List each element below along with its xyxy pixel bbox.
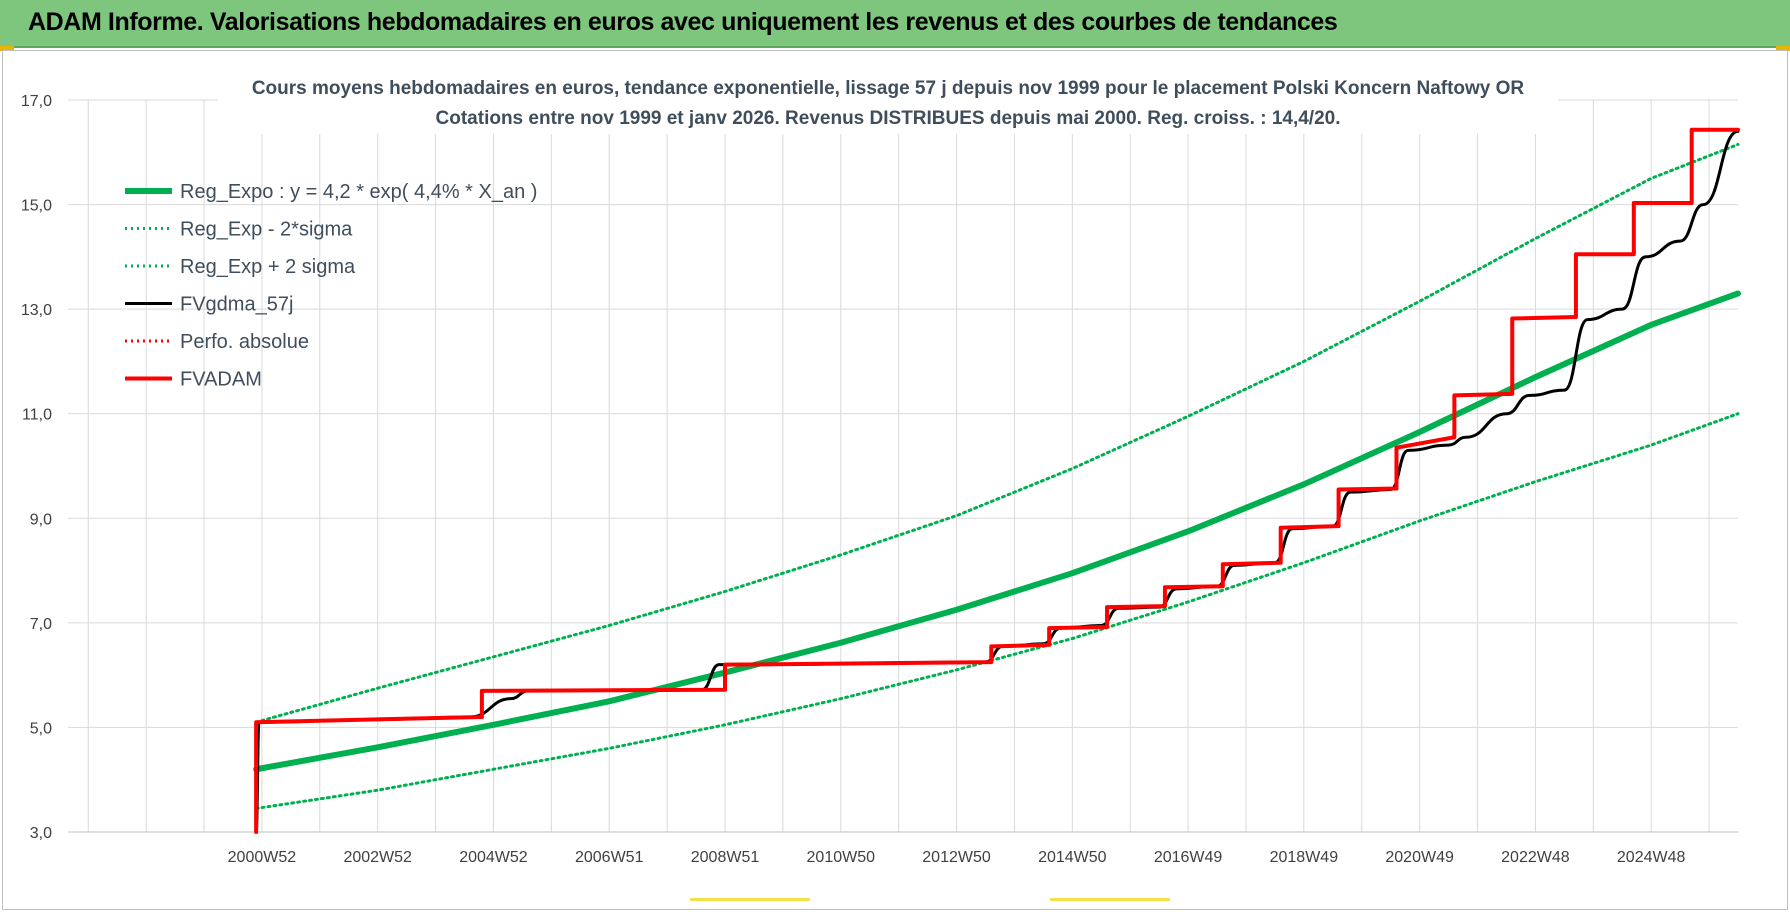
x-tick-label: 2016W49 [1154,849,1223,866]
chart-legend: Reg_Expo : y = 4,2 * exp( 4,4% * X_an ) R… [125,181,537,391]
legend-label: Reg_Expo : y = 4,2 * exp( 4,4% * X_an ) [180,181,537,203]
x-tick-label: 2004W52 [459,849,528,866]
chart-title-background [218,68,1558,134]
x-axis-ticks: 2000W52 2002W52 2004W52 2006W51 2008W51 2010W… [228,849,1686,866]
chart-subtitle: Cotations entre nov 1999 et janv 2026. R… [436,108,1341,129]
legend-label: Reg_Exp - 2*sigma [180,219,353,241]
y-tick-label: 13,0 [21,302,52,319]
chart-frame [2,50,1788,910]
x-tick-label: 2002W52 [343,849,412,866]
x-tick-label: 2008W51 [691,849,760,866]
series-line-0 [253,290,1741,773]
x-tick-label: 2012W50 [922,849,991,866]
x-tick-label: 2000W52 [228,849,297,866]
y-tick-label: 15,0 [21,198,52,215]
y-tick-label: 17,0 [21,93,52,110]
corner-mark-right [1776,46,1790,51]
y-tick-label: 5,0 [30,720,52,737]
y-tick-label: 9,0 [30,511,52,528]
x-tick-label: 2024W48 [1617,849,1686,866]
legend-label: Reg_Exp + 2 sigma [180,256,356,278]
legend-label: Perfo. absolue [180,331,309,353]
legend-label: FVgdma_57j [180,294,293,316]
y-tick-label: 11,0 [22,407,52,424]
footer-mark-1 [690,898,810,901]
x-tick-label: 2010W50 [807,849,876,866]
x-tick-label: 2006W51 [575,849,644,866]
chart-lines [253,127,1741,834]
corner-mark-left [0,46,14,51]
series-line-5 [254,127,1740,834]
y-tick-label: 3,0 [30,825,52,842]
footer-mark-2 [1050,898,1170,901]
header-banner: ADAM Informe. Valorisations hebdomadaire… [0,0,1790,48]
x-tick-label: 2014W50 [1038,849,1107,866]
chart-title: Cours moyens hebdomadaires en euros, ten… [252,78,1525,99]
series-line-1 [254,412,1740,810]
page-title: ADAM Informe. Valorisations hebdomadaire… [28,8,1338,36]
legend-label: FVADAM [180,369,262,391]
series-line-2 [254,142,1740,724]
y-tick-label: 7,0 [30,616,52,633]
y-axis-ticks: 3,0 5,0 7,0 9,0 11,0 13,0 15,0 17,0 [21,93,52,842]
x-tick-label: 2022W48 [1501,849,1570,866]
x-tick-label: 2018W49 [1270,849,1339,866]
x-tick-label: 2020W49 [1385,849,1454,866]
